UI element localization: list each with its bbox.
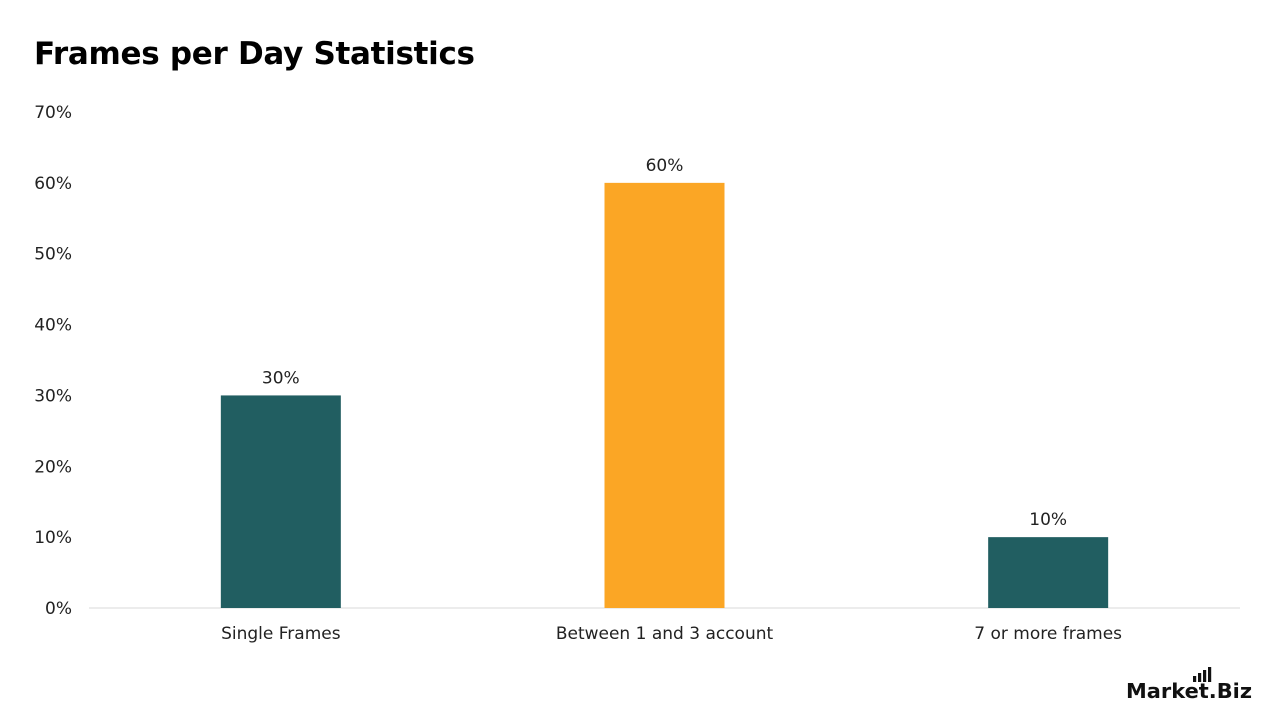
y-tick-label: 20% — [34, 457, 72, 477]
market-biz-logo: Market.Biz — [1126, 667, 1252, 703]
bar-value-label: 60% — [646, 156, 684, 176]
y-tick-label: 50% — [34, 245, 72, 265]
bar — [220, 395, 341, 608]
y-tick-label: 0% — [45, 599, 72, 619]
bar — [604, 182, 725, 608]
x-tick-label: Between 1 and 3 account — [556, 624, 774, 644]
y-tick-label: 40% — [34, 316, 72, 336]
x-tick-label: Single Frames — [221, 624, 341, 644]
y-tick-label: 10% — [34, 528, 72, 548]
bars — [220, 182, 1109, 608]
value-labels: 30% 60% 10% — [262, 156, 1067, 530]
y-tick-label: 60% — [34, 174, 72, 194]
bar-value-label: 30% — [262, 368, 300, 388]
x-axis-labels: Single Frames Between 1 and 3 account 7 or… — [221, 624, 1122, 644]
chart-title: Frames per Day Statistics — [34, 36, 475, 72]
logo-text: Market.Biz — [1126, 679, 1252, 703]
signal-bars-icon — [1193, 667, 1212, 682]
y-tick-label: 70% — [34, 103, 72, 123]
bar — [988, 537, 1109, 608]
y-axis-ticks: 0% 10% 20% 30% 40% 50% 60% 70% — [34, 103, 72, 619]
y-tick-label: 30% — [34, 386, 72, 406]
x-tick-label: 7 or more frames — [974, 624, 1122, 644]
bar-value-label: 10% — [1029, 510, 1067, 530]
